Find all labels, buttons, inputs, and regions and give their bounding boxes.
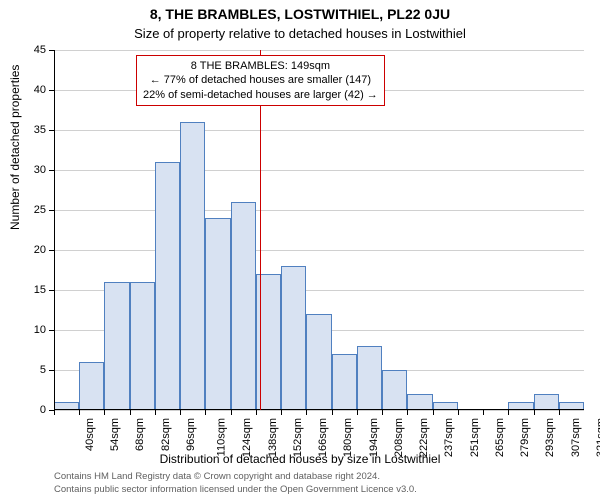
x-tick-label: 222sqm	[418, 418, 430, 457]
grid-line	[54, 130, 584, 131]
x-tick-label: 96sqm	[185, 418, 197, 451]
y-tick-label: 0	[40, 404, 46, 416]
chart-title-main: 8, THE BRAMBLES, LOSTWITHIEL, PL22 0JU	[0, 6, 600, 22]
x-tick-label: 321sqm	[595, 418, 600, 457]
histogram-bar	[281, 266, 306, 410]
x-tick-label: 208sqm	[393, 418, 405, 457]
y-tick-label: 30	[34, 164, 46, 176]
x-tick-mark	[534, 410, 535, 415]
histogram-bar	[357, 346, 382, 410]
x-tick-mark	[407, 410, 408, 415]
x-axis-line	[54, 409, 584, 410]
x-tick-mark	[130, 410, 131, 415]
chart-title-sub: Size of property relative to detached ho…	[0, 26, 600, 41]
x-tick-label: 110sqm	[216, 418, 228, 456]
y-tick-label: 35	[34, 124, 46, 136]
x-tick-label: 180sqm	[343, 418, 355, 457]
x-tick-label: 293sqm	[544, 418, 556, 457]
x-tick-mark	[155, 410, 156, 415]
plot-area: 8 THE BRAMBLES: 149sqm← 77% of detached …	[54, 50, 584, 410]
y-tick-label: 20	[34, 244, 46, 256]
grid-line	[54, 410, 584, 411]
grid-line	[54, 210, 584, 211]
y-tick-label: 40	[34, 84, 46, 96]
x-tick-label: 279sqm	[519, 418, 531, 457]
x-tick-label: 237sqm	[443, 418, 455, 457]
grid-line	[54, 170, 584, 171]
histogram-bar	[534, 394, 559, 410]
x-tick-mark	[54, 410, 55, 415]
x-tick-label: 152sqm	[292, 418, 304, 457]
histogram-bar	[407, 394, 432, 410]
footer-line-2: Contains public sector information licen…	[54, 484, 417, 496]
x-tick-mark	[483, 410, 484, 415]
histogram-bar	[155, 162, 180, 410]
x-tick-label: 82sqm	[160, 418, 172, 451]
histogram-bar	[104, 282, 129, 410]
histogram-bar	[382, 370, 407, 410]
x-tick-mark	[231, 410, 232, 415]
histogram-bar	[180, 122, 205, 410]
x-tick-label: 138sqm	[267, 418, 279, 457]
footer-attribution: Contains HM Land Registry data © Crown c…	[54, 471, 417, 496]
x-tick-label: 166sqm	[317, 418, 329, 457]
x-tick-label: 124sqm	[242, 418, 254, 457]
histogram-bar	[306, 314, 331, 410]
x-tick-mark	[306, 410, 307, 415]
footer-line-1: Contains HM Land Registry data © Crown c…	[54, 471, 417, 483]
y-tick-label: 25	[34, 204, 46, 216]
histogram-bar	[332, 354, 357, 410]
y-tick-label: 5	[40, 364, 46, 376]
y-tick-label: 15	[34, 284, 46, 296]
histogram-bar	[130, 282, 155, 410]
y-axis-line	[54, 50, 55, 410]
x-tick-label: 54sqm	[109, 418, 121, 451]
grid-line	[54, 250, 584, 251]
x-tick-mark	[281, 410, 282, 415]
x-tick-mark	[205, 410, 206, 415]
chart-container: 8, THE BRAMBLES, LOSTWITHIEL, PL22 0JU S…	[0, 0, 600, 500]
y-axis-label: Number of detached properties	[8, 65, 22, 230]
x-tick-mark	[433, 410, 434, 415]
x-tick-mark	[256, 410, 257, 415]
x-tick-label: 40sqm	[84, 418, 96, 451]
y-tick-label: 10	[34, 324, 46, 336]
x-tick-label: 307sqm	[570, 418, 582, 457]
x-tick-mark	[559, 410, 560, 415]
annotation-line: 22% of semi-detached houses are larger (…	[143, 88, 378, 102]
grid-line	[54, 50, 584, 51]
x-tick-mark	[180, 410, 181, 415]
annotation-line: 8 THE BRAMBLES: 149sqm	[143, 59, 378, 73]
histogram-bar	[231, 202, 256, 410]
x-tick-label: 194sqm	[368, 418, 380, 457]
annotation-line: ← 77% of detached houses are smaller (14…	[143, 73, 378, 87]
x-tick-mark	[508, 410, 509, 415]
x-tick-mark	[357, 410, 358, 415]
y-tick-label: 45	[34, 44, 46, 56]
histogram-bar	[205, 218, 230, 410]
x-tick-mark	[332, 410, 333, 415]
x-tick-mark	[458, 410, 459, 415]
x-tick-mark	[79, 410, 80, 415]
x-tick-label: 68sqm	[135, 418, 147, 451]
histogram-bar	[79, 362, 104, 410]
annotation-box: 8 THE BRAMBLES: 149sqm← 77% of detached …	[136, 55, 385, 106]
x-tick-label: 251sqm	[469, 418, 481, 457]
x-tick-mark	[104, 410, 105, 415]
x-tick-label: 265sqm	[494, 418, 506, 457]
x-tick-mark	[382, 410, 383, 415]
